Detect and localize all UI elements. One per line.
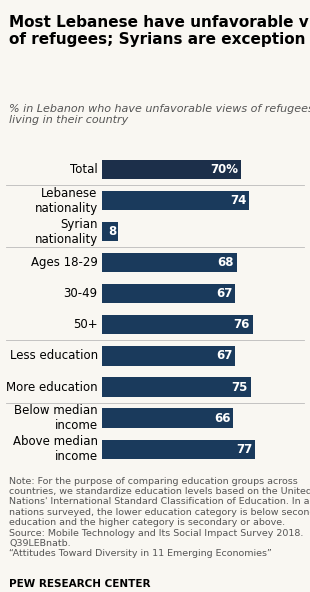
Bar [102,346,235,366]
Text: More education: More education [6,381,98,394]
Text: Total: Total [70,163,98,176]
Text: 70%: 70% [210,163,238,176]
Text: 74: 74 [230,194,246,207]
Text: Less education: Less education [10,349,98,362]
Text: Ages 18-29: Ages 18-29 [31,256,98,269]
Text: 8: 8 [108,225,117,238]
Text: 68: 68 [218,256,234,269]
Bar [102,160,241,179]
Bar [102,284,235,304]
Bar [102,439,255,459]
Bar [102,408,233,428]
Text: % in Lebanon who have unfavorable views of refugees
living in their country: % in Lebanon who have unfavorable views … [9,104,310,125]
Text: 67: 67 [216,349,232,362]
Bar [102,377,251,397]
Text: Lebanese
nationality: Lebanese nationality [34,186,98,214]
Bar [102,222,118,242]
Text: Above median
income: Above median income [13,435,98,463]
Text: 66: 66 [214,411,230,424]
Text: 30-49: 30-49 [64,287,98,300]
Text: 75: 75 [232,381,248,394]
Text: PEW RESEARCH CENTER: PEW RESEARCH CENTER [9,579,151,589]
Bar [102,191,249,210]
Text: 77: 77 [236,443,252,456]
Text: 50+: 50+ [73,318,98,332]
Text: Below median
income: Below median income [14,404,98,432]
Bar [102,253,237,272]
Text: 76: 76 [234,318,250,332]
Text: Most Lebanese have unfavorable views
of refugees; Syrians are exception: Most Lebanese have unfavorable views of … [9,15,310,47]
Text: 67: 67 [216,287,232,300]
Text: Note: For the purpose of comparing education groups across
countries, we standar: Note: For the purpose of comparing educa… [9,477,310,558]
Bar [102,315,253,334]
Text: Syrian
nationality: Syrian nationality [34,218,98,246]
